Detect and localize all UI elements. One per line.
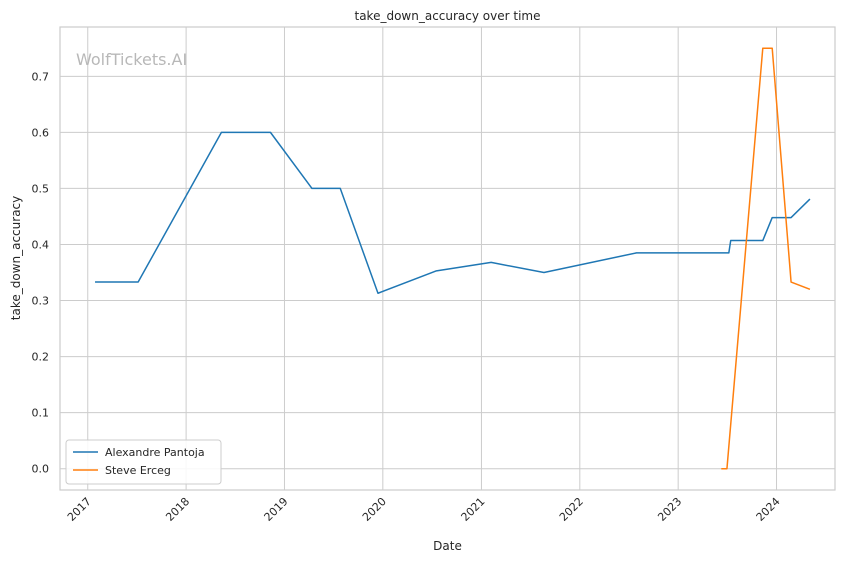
legend-label: Alexandre Pantoja [105, 446, 205, 459]
x-tick-label: 2024 [754, 495, 783, 524]
y-tick-label: 0.1 [32, 407, 50, 420]
chart-title: take_down_accuracy over time [355, 9, 541, 23]
legend-label: Steve Erceg [105, 464, 171, 477]
x-axis-title: Date [433, 539, 462, 553]
plot-frame [59, 26, 836, 491]
y-axis-title: take_down_accuracy [9, 196, 23, 320]
series-layer [95, 47, 811, 470]
x-tick-label: 2019 [262, 495, 291, 524]
y-tick-label: 0.5 [32, 182, 50, 195]
watermark-text: WolfTickets.AI [76, 50, 187, 69]
y-tick-label: 0.2 [32, 351, 50, 364]
x-tick-label: 2021 [459, 495, 488, 524]
legend-box [65, 439, 222, 485]
y-tick-label: 0.0 [32, 463, 50, 476]
y-tick-label: 0.6 [32, 126, 50, 139]
x-tick-label: 2023 [655, 495, 684, 524]
y-tick-label: 0.7 [32, 70, 50, 83]
series-line-0 [95, 131, 811, 294]
x-tick-label: 2018 [163, 495, 192, 524]
x-tick-label: 2022 [557, 495, 586, 524]
x-tick-label: 2020 [360, 495, 389, 524]
y-tick-label: 0.3 [32, 295, 50, 308]
legend: Alexandre Pantoja Steve Erceg [65, 439, 222, 485]
y-tick-label: 0.4 [32, 238, 50, 251]
x-tick-label: 2017 [65, 495, 94, 524]
grid-lines [60, 27, 835, 490]
series-line-1 [721, 47, 811, 470]
